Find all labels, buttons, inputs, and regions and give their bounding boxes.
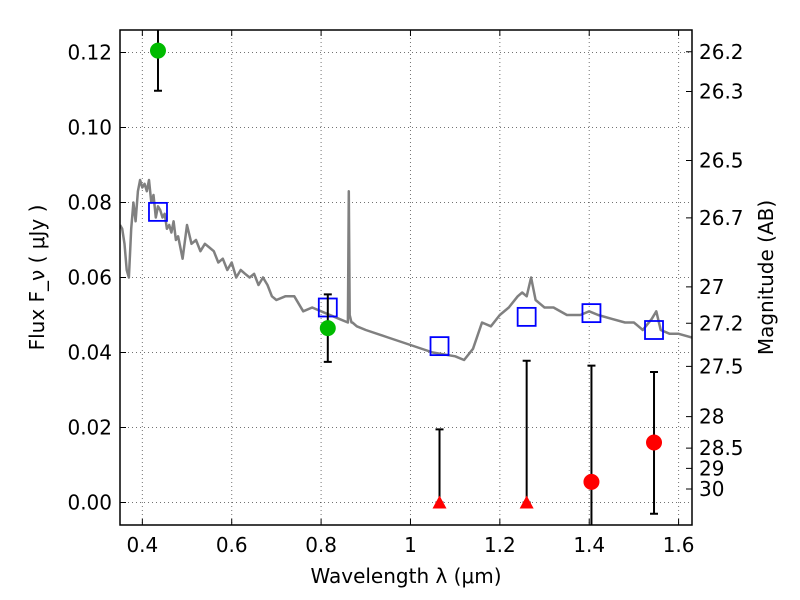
y-tick-label: 0.10 <box>67 116 112 140</box>
data-point-circle <box>583 473 600 490</box>
x-tick-label: 1.6 <box>663 533 695 557</box>
grid-lines <box>120 30 692 525</box>
x-tick-label: 0.4 <box>126 533 158 557</box>
x-tick-label: 1.4 <box>573 533 605 557</box>
x-axis-title: Wavelength λ (μm) <box>310 564 501 588</box>
data-point-circle <box>319 320 336 337</box>
plot-area <box>120 30 692 525</box>
model-photometry-square <box>516 306 537 327</box>
y-tick-label: 0.06 <box>67 266 112 290</box>
y-tick-label: 0.04 <box>67 341 112 365</box>
x-tick-label: 1.2 <box>484 533 516 557</box>
right-axis-title: Magnitude (AB) <box>754 200 778 355</box>
y-tick-label: 0.00 <box>67 491 112 515</box>
y-tick-label: 0.12 <box>67 41 112 65</box>
upper-limit-triangle <box>432 495 447 509</box>
axis-ticks: 0.4 0.6 0.8 1 1.2 1.4 1.6 0.00 0.02 0.04 0.06 0.08 0… <box>67 30 744 557</box>
model-photometry-square <box>581 303 602 324</box>
model-photometry-square <box>429 336 450 357</box>
right-tick-label: 26.7 <box>699 206 744 230</box>
y-axis-title: Flux F_ν ( μJy ) <box>25 205 49 351</box>
right-tick-label: 27.2 <box>699 311 744 335</box>
y-tick-label: 0.02 <box>67 416 112 440</box>
right-tick-label: 27 <box>699 275 724 299</box>
model-sed-line <box>120 178 692 362</box>
right-tick-label: 30 <box>699 477 724 501</box>
right-tick-label: 29 <box>699 456 724 480</box>
right-tick-label: 26.3 <box>699 80 744 104</box>
data-point-circle <box>149 42 166 59</box>
x-tick-label: 0.8 <box>305 533 337 557</box>
right-tick-label: 28 <box>699 405 724 429</box>
x-tick-label: 1 <box>404 533 417 557</box>
right-tick-label: 26.5 <box>699 149 744 173</box>
data-point-circle <box>646 434 663 451</box>
upper-limit-triangle <box>519 495 534 509</box>
model-photometry-square <box>644 320 664 340</box>
right-tick-label: 26.2 <box>699 40 744 64</box>
right-tick-label: 28.5 <box>699 436 744 460</box>
right-tick-label: 27.5 <box>699 354 744 378</box>
model-photometry-square <box>148 201 168 222</box>
plot-frame <box>119 29 693 526</box>
x-tick-label: 0.6 <box>216 533 248 557</box>
y-tick-label: 0.08 <box>67 191 112 215</box>
